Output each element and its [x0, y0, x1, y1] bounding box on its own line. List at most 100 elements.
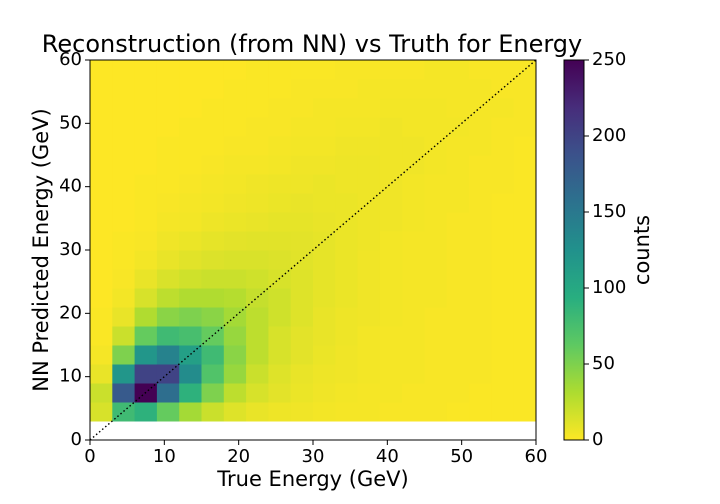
bin	[223, 326, 247, 346]
bin	[491, 117, 515, 137]
bin	[134, 288, 158, 308]
bin	[112, 136, 136, 156]
y-tick-label: 30	[59, 239, 82, 260]
bin	[134, 326, 158, 346]
bin	[90, 98, 113, 118]
bin	[313, 307, 336, 327]
bin	[156, 117, 180, 137]
bin	[335, 269, 359, 289]
bin	[402, 402, 425, 422]
bin	[156, 231, 180, 251]
bin	[335, 117, 359, 137]
bin	[379, 136, 403, 156]
bin	[357, 250, 381, 270]
bin	[156, 288, 180, 308]
bin	[290, 98, 314, 118]
bin	[156, 155, 180, 175]
bin	[469, 79, 492, 99]
bin	[201, 174, 225, 194]
bin	[357, 231, 381, 251]
bin	[223, 288, 247, 308]
bin	[335, 231, 359, 251]
bin	[513, 60, 537, 80]
bin	[424, 364, 448, 384]
bin	[156, 136, 180, 156]
bin	[357, 345, 381, 365]
bin	[402, 269, 425, 289]
bin	[179, 231, 202, 251]
bin	[246, 212, 269, 232]
bin	[90, 174, 113, 194]
bin	[424, 174, 448, 194]
bin	[357, 136, 381, 156]
bin	[223, 250, 247, 270]
bin	[402, 193, 425, 213]
bin	[379, 79, 403, 99]
y-tick-label: 0	[71, 429, 82, 450]
bin	[469, 231, 492, 251]
bin	[179, 60, 202, 80]
bin	[290, 307, 314, 327]
bin	[223, 402, 247, 422]
bin	[246, 193, 269, 213]
bin	[179, 326, 202, 346]
bin	[90, 136, 113, 156]
y-tick-label: 20	[59, 302, 82, 323]
bin	[402, 174, 425, 194]
bin	[223, 383, 247, 403]
bin	[179, 250, 202, 270]
bin	[223, 231, 247, 251]
bin	[179, 155, 202, 175]
bin	[379, 250, 403, 270]
bin	[268, 288, 292, 308]
bin	[402, 383, 425, 403]
bin	[90, 117, 113, 137]
bin	[246, 60, 269, 80]
bin	[379, 231, 403, 251]
bin	[246, 79, 269, 99]
y-tick-label: 40	[59, 176, 82, 197]
bin	[513, 79, 537, 99]
bin	[357, 288, 381, 308]
bin	[313, 212, 336, 232]
bin	[201, 136, 225, 156]
bin	[112, 193, 136, 213]
bin	[402, 117, 425, 137]
bin	[246, 402, 269, 422]
bin	[90, 250, 113, 270]
bin	[357, 155, 381, 175]
bin	[156, 364, 180, 384]
bin	[357, 98, 381, 118]
bin	[246, 383, 269, 403]
bin	[491, 364, 515, 384]
bin	[491, 231, 515, 251]
bin	[246, 136, 269, 156]
bin	[491, 136, 515, 156]
bin	[424, 307, 448, 327]
bin	[112, 269, 136, 289]
bin	[156, 193, 180, 213]
bin	[313, 117, 336, 137]
bin	[491, 383, 515, 403]
bin	[156, 402, 180, 422]
bin	[112, 60, 136, 80]
bin	[179, 383, 202, 403]
bin	[424, 136, 448, 156]
bin	[379, 117, 403, 137]
bin	[357, 193, 381, 213]
bin	[112, 98, 136, 118]
bin	[246, 307, 269, 327]
bin	[246, 117, 269, 137]
x-axis-label: True Energy (GeV)	[216, 467, 408, 491]
bin	[313, 136, 336, 156]
bin	[290, 345, 314, 365]
bin	[179, 288, 202, 308]
bin	[402, 136, 425, 156]
bin	[513, 307, 537, 327]
bin	[290, 402, 314, 422]
bin	[402, 250, 425, 270]
bin	[179, 117, 202, 137]
bin	[290, 364, 314, 384]
bin	[513, 193, 537, 213]
